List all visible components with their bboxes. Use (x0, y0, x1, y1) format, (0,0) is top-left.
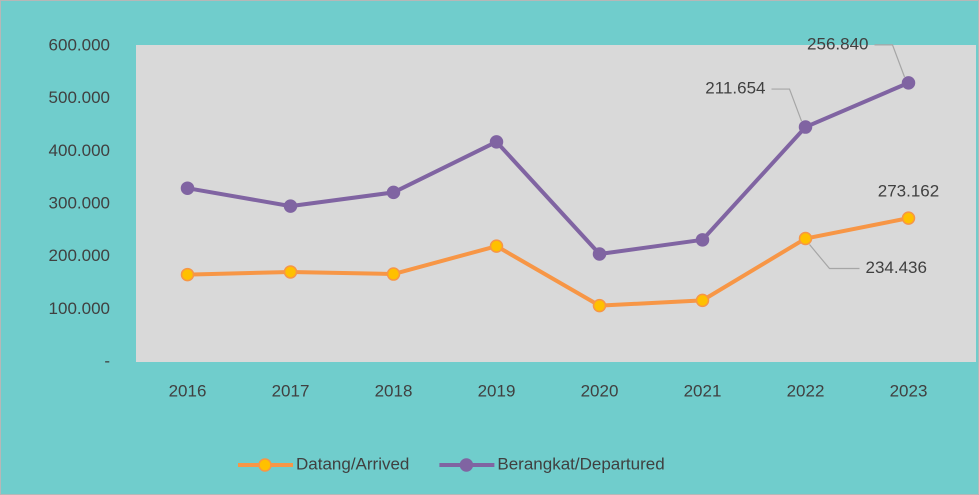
legend-label: Berangkat/Departured (497, 454, 664, 473)
point (798, 231, 813, 246)
legend-swatch-marker (459, 458, 474, 472)
point (386, 267, 401, 281)
data-label: 273.162 (878, 182, 939, 201)
y-tick-label: 400.000 (49, 141, 110, 160)
x-tick-label: 2018 (375, 381, 413, 400)
leader-line (809, 244, 860, 270)
x-tick-label: 2021 (684, 381, 722, 400)
y-tick-label: 200.000 (49, 246, 110, 265)
point (901, 76, 916, 90)
legend-swatch-marker (258, 458, 272, 472)
point (798, 120, 813, 134)
point (489, 135, 504, 149)
point (592, 298, 607, 313)
leader-line (874, 44, 906, 78)
plot-area (136, 45, 976, 362)
point (283, 265, 298, 279)
point (695, 233, 710, 247)
y-tick-label: 100.000 (49, 299, 110, 318)
point (386, 185, 401, 200)
x-tick-label: 2020 (581, 381, 619, 400)
legend-label: Datang/Arrived (296, 454, 409, 473)
data-label: 256.840 (807, 34, 868, 53)
series-line (187, 81, 910, 257)
point (180, 181, 195, 195)
leader-line (771, 88, 803, 122)
point (180, 267, 195, 282)
y-tick-label: 300.000 (49, 193, 110, 212)
y-tick-label: - (104, 351, 110, 370)
point (901, 211, 916, 225)
x-tick-label: 2019 (478, 381, 516, 400)
x-tick-label: 2023 (890, 381, 928, 400)
data-label: 211.654 (705, 79, 765, 98)
point (283, 199, 298, 213)
point (695, 293, 710, 308)
y-tick-label: 600.000 (49, 35, 110, 54)
y-tick-label: 500.000 (49, 88, 110, 107)
x-tick-label: 2017 (272, 381, 310, 400)
x-tick-label: 2022 (787, 381, 825, 400)
x-tick-label: 2016 (169, 381, 207, 400)
point (489, 239, 504, 253)
series-line (187, 216, 909, 308)
point (592, 247, 607, 261)
data-label: 234.436 (866, 258, 927, 277)
